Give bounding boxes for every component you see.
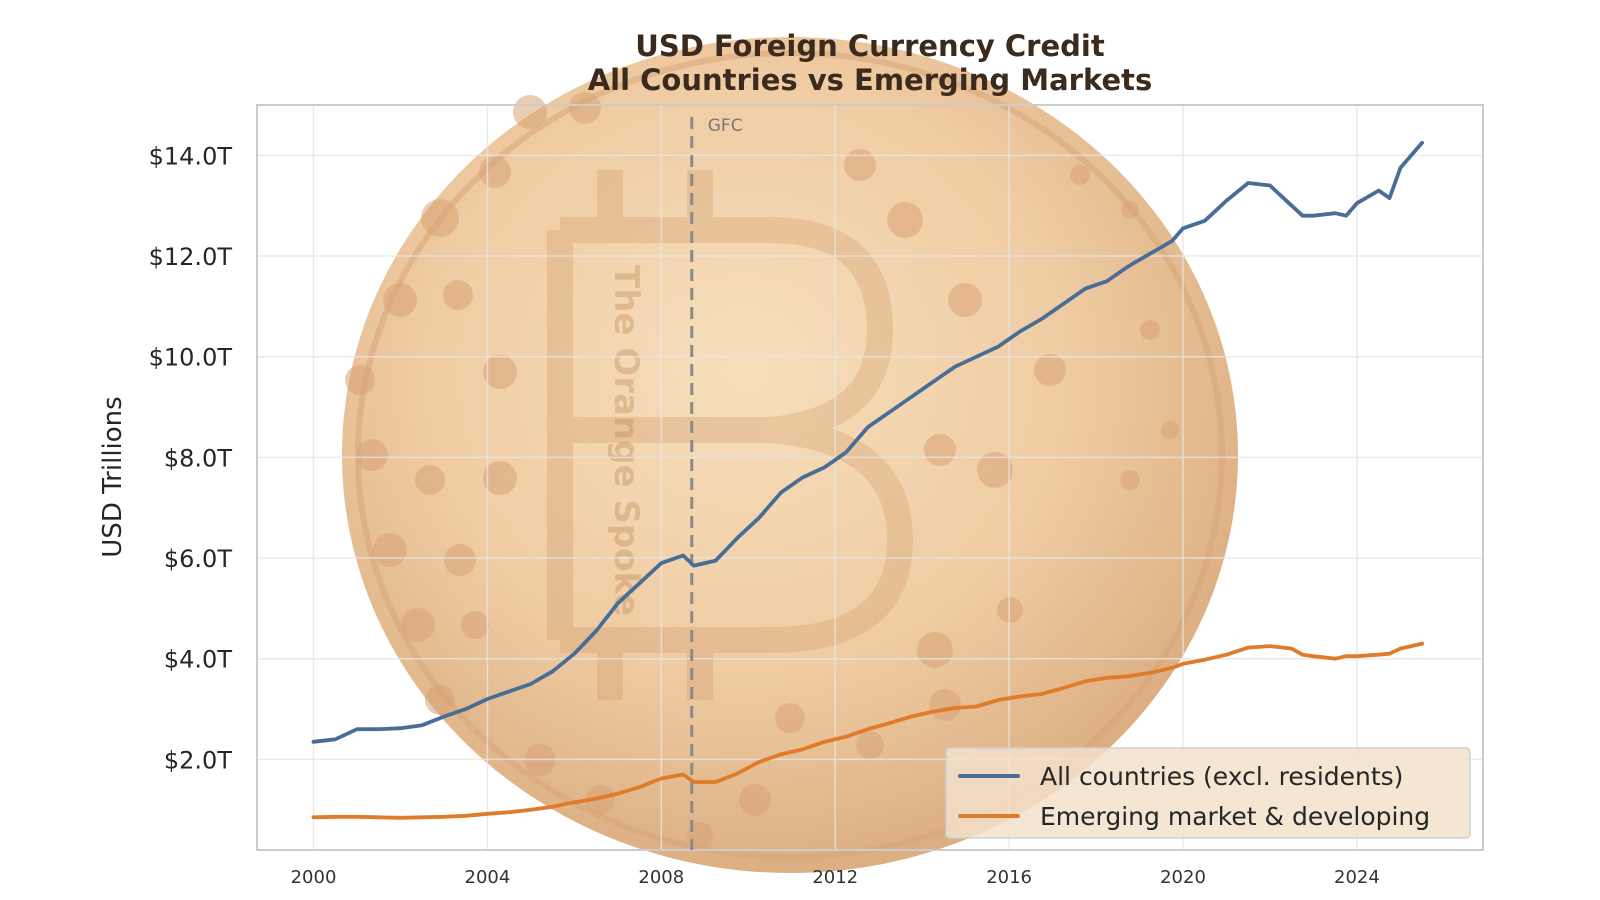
y-tick-label-5: $12.0T: [149, 243, 233, 271]
x-axis: 2000 2004 2008 2012 2016 2020 2024: [291, 867, 1380, 888]
legend-box: [945, 747, 1471, 839]
watermark-text: The Orange Spoke: [606, 265, 646, 616]
y-tick-label-6: $14.0T: [149, 142, 233, 170]
gfc-label: GFC: [708, 116, 743, 136]
annotations: GFC: [690, 116, 743, 850]
x-tick-label-1: 2004: [465, 867, 511, 888]
y-tick-label-3: $8.0T: [164, 444, 232, 472]
series-line-1: [311, 641, 1424, 820]
series: [311, 140, 1424, 820]
y-tick-label-4: $10.0T: [149, 344, 233, 372]
x-tick-label-0: 2000: [291, 867, 337, 888]
grid: [257, 105, 1483, 850]
x-tick-label-5: 2020: [1160, 867, 1206, 888]
y-axis-label: USD Trillions: [98, 396, 128, 557]
legend-label-1: Emerging market & developing: [1040, 802, 1430, 831]
y-tick-label-0: $2.0T: [164, 746, 232, 774]
bitcoin-symbol: [547, 170, 914, 700]
chart-title: USD Foreign Currency Credit: [635, 29, 1105, 63]
legend-label-0: All countries (excl. residents): [1040, 762, 1403, 791]
x-tick-label-4: 2016: [986, 867, 1032, 888]
x-tick-label-6: 2024: [1334, 867, 1380, 888]
legend: All countries (excl. residents) Emerging …: [945, 747, 1471, 839]
coin-disc: [342, 37, 1238, 873]
series-line-0: [311, 140, 1424, 744]
y-axis: $2.0T $4.0T $6.0T $8.0T $10.0T $12.0T $14.0T: [149, 142, 233, 774]
y-tick-label-2: $6.0T: [164, 545, 232, 573]
x-tick-label-3: 2012: [812, 867, 858, 888]
plot-frame: [256, 104, 1484, 851]
x-tick-label-2: 2008: [638, 867, 684, 888]
chart-subtitle: All Countries vs Emerging Markets: [588, 63, 1153, 97]
y-tick-label-1: $4.0T: [164, 646, 232, 674]
